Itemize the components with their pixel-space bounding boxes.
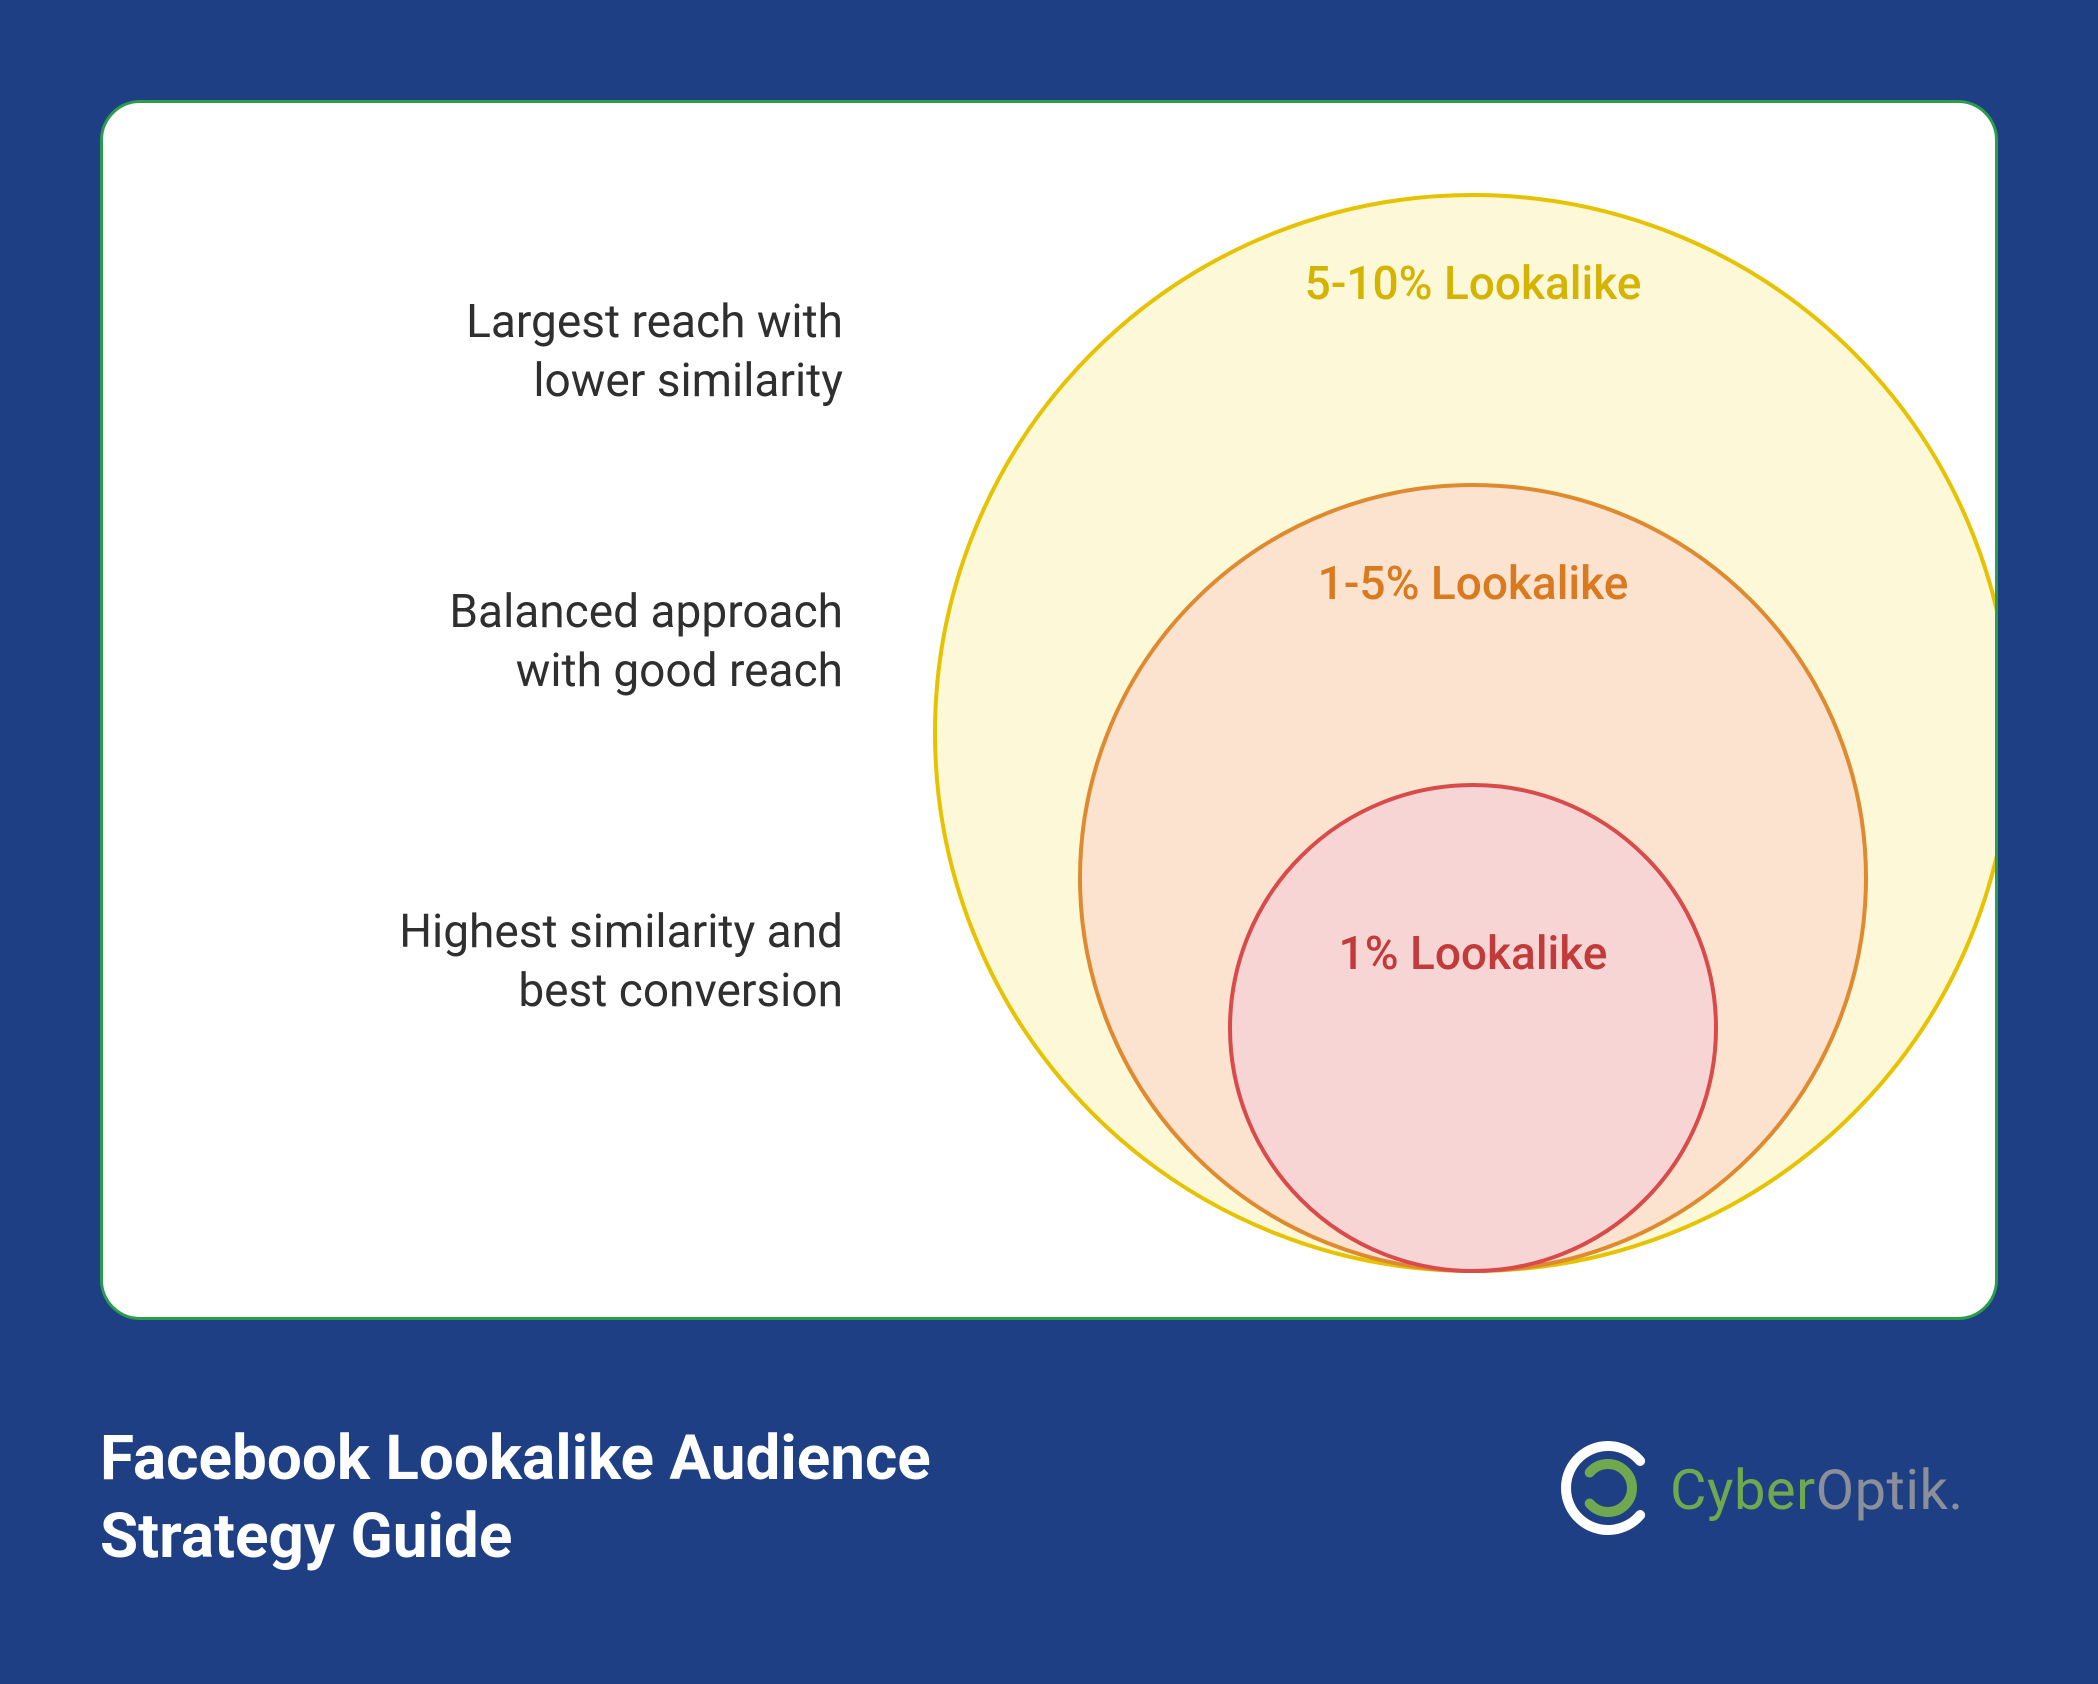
nested-circle-diagram: 5-10% Lookalike 1-5% Lookalike 1% Lookal… [103, 103, 1995, 1317]
circle-inner-label: 1% Lookalike [1232, 927, 1714, 981]
brand: CyberOptik. [1560, 1440, 1964, 1540]
circle-middle-label: 1-5% Lookalike [1082, 557, 1864, 611]
brand-logo-icon [1560, 1440, 1656, 1540]
brand-name-left: Cyber [1670, 1457, 1816, 1523]
footer-title: Facebook Lookalike AudienceStrategy Guid… [100, 1420, 931, 1575]
brand-dot: . [1948, 1457, 1963, 1523]
brand-name-right: Optik [1816, 1457, 1949, 1523]
circle-outer-label: 5-10% Lookalike [937, 257, 1998, 311]
circle-inner: 1% Lookalike [1228, 783, 1718, 1273]
content-card: Largest reach withlower similarity Balan… [100, 100, 1998, 1320]
brand-name: CyberOptik. [1670, 1457, 1964, 1523]
